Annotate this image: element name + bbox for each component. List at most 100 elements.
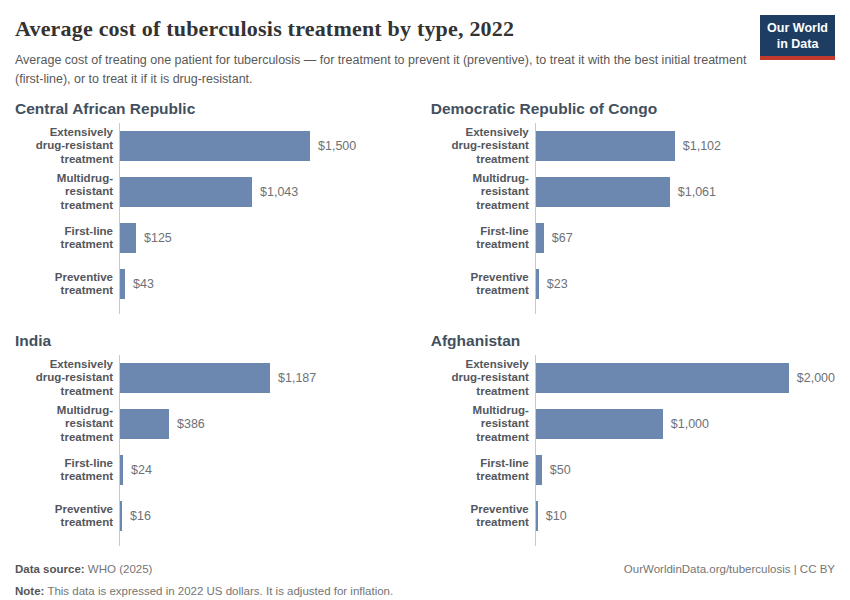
panel-title: Democratic Republic of Congo [431,100,835,118]
value-label: $10 [546,509,567,523]
bar-row: $1,102 [536,123,835,169]
value-label: $1,000 [671,417,709,431]
category-label-extensively-drug-resistant-treatment: Extensively drug-resistant treatment [431,123,535,169]
bar-extensively-drug-resistant-treatment [536,131,675,161]
category-labels-column: Extensively drug-resistant treatmentMult… [15,355,119,546]
category-labels-column: Extensively drug-resistant treatmentMult… [431,355,535,546]
chart-panel-democratic-republic-of-congo: Democratic Republic of Congo Extensively … [431,100,835,314]
category-label-preventive-treatment: Preventive treatment [431,261,535,307]
category-label-multidrug-resistant-treatment: Multidrug-resistant treatment [15,401,119,447]
bar-extensively-drug-resistant-treatment [536,363,789,393]
bar-row: $2,000 [536,355,835,401]
bar-row: $24 [120,447,417,493]
value-label: $50 [550,463,571,477]
value-label: $1,061 [678,185,716,199]
bar-row: $23 [536,261,835,307]
bar-row: $16 [120,493,417,539]
bar-multidrug-resistant-treatment [536,409,663,439]
attribution-link[interactable]: OurWorldinData.org/tuberculosis | CC BY [624,559,835,581]
category-label-first-line-treatment: First-line treatment [15,447,119,493]
bars-column: $2,000 $1,000 $50 $10 [535,355,835,546]
category-label-first-line-treatment: First-line treatment [431,447,535,493]
category-label-preventive-treatment: Preventive treatment [431,493,535,539]
bar-row: $386 [120,401,417,447]
chart-grid: Central African Republic Extensively drug… [15,100,835,546]
bar-row: $1,043 [120,169,417,215]
category-labels-column: Extensively drug-resistant treatmentMult… [431,123,535,314]
owid-logo-line2: in Data [767,37,828,53]
bar-multidrug-resistant-treatment [536,177,670,207]
category-label-extensively-drug-resistant-treatment: Extensively drug-resistant treatment [15,355,119,401]
bar-row: $1,000 [536,401,835,447]
footer-left: Data source: WHO (2025) Note: This data … [15,559,393,600]
panel-body: Extensively drug-resistant treatmentMult… [15,355,417,546]
value-label: $1,187 [278,371,316,385]
chart-header: Average cost of tuberculosis treatment b… [15,13,835,88]
chart-subtitle: Average cost of treating one patient for… [15,51,747,88]
panel-body: Extensively drug-resistant treatmentMult… [431,355,835,546]
bar-preventive-treatment [120,501,122,531]
bar-row: $1,500 [120,123,417,169]
bar-row: $10 [536,493,835,539]
value-label: $23 [547,277,568,291]
chart-panel-india: India Extensively drug-resistant treatmen… [15,332,417,546]
category-label-first-line-treatment: First-line treatment [431,215,535,261]
chart-panel-afghanistan: AfghanistanExtensively drug-resistant tr… [431,332,835,546]
category-labels-column: Extensively drug-resistant treatmentMult… [15,123,119,314]
panel-body: Extensively drug-resistant treatmentMult… [15,123,417,314]
chart-footer: Data source: WHO (2025) Note: This data … [15,559,835,600]
value-label: $67 [552,231,573,245]
value-label: $43 [133,277,154,291]
value-label: $16 [130,509,151,523]
data-source-label: Data source: [15,563,85,575]
data-source-value: WHO (2025) [85,563,153,575]
header-text: Average cost of tuberculosis treatment b… [15,13,747,88]
owid-logo: Our World in Data [760,15,835,60]
chart-panel-central-african-republic: Central African Republic Extensively drug… [15,100,417,314]
category-label-preventive-treatment: Preventive treatment [15,261,119,307]
value-label: $125 [144,231,172,245]
category-label-multidrug-resistant-treatment: Multidrug-resistant treatment [431,401,535,447]
note-line: Note: This data is expressed in 2022 US … [15,581,393,600]
category-label-first-line-treatment: First-line treatment [15,215,119,261]
category-label-preventive-treatment: Preventive treatment [15,493,119,539]
category-label-multidrug-resistant-treatment: Multidrug-resistant treatment [15,169,119,215]
owid-chart-page: Average cost of tuberculosis treatment b… [0,0,850,600]
data-source-line: Data source: WHO (2025) [15,559,393,581]
bar-multidrug-resistant-treatment [120,409,169,439]
bar-first-line-treatment [536,455,542,485]
category-label-extensively-drug-resistant-treatment: Extensively drug-resistant treatment [431,355,535,401]
note-value: This data is expressed in 2022 US dollar… [44,585,393,597]
value-label: $1,043 [260,185,298,199]
bar-first-line-treatment [120,223,136,253]
panel-title: India [15,332,417,350]
bar-row: $1,061 [536,169,835,215]
bar-preventive-treatment [536,501,538,531]
bar-row: $50 [536,447,835,493]
bar-first-line-treatment [120,455,123,485]
bar-extensively-drug-resistant-treatment [120,363,270,393]
category-label-extensively-drug-resistant-treatment: Extensively drug-resistant treatment [15,123,119,169]
note-label: Note: [15,585,44,597]
value-label: $24 [131,463,152,477]
value-label: $1,500 [318,139,356,153]
value-label: $2,000 [797,371,835,385]
panel-title: Central African Republic [15,100,417,118]
bar-row: $1,187 [120,355,417,401]
category-label-multidrug-resistant-treatment: Multidrug-resistant treatment [431,169,535,215]
bars-column: $1,102 $1,061 $67 $23 [535,123,835,314]
bar-multidrug-resistant-treatment [120,177,252,207]
bars-column: $1,500 $1,043 $125 $43 [119,123,417,314]
bar-preventive-treatment [536,269,539,299]
bar-row: $43 [120,261,417,307]
bar-preventive-treatment [120,269,125,299]
bars-column: $1,187 $386 $24 $16 [119,355,417,546]
bar-row: $67 [536,215,835,261]
owid-logo-line1: Our World [767,21,828,37]
bar-row: $125 [120,215,417,261]
value-label: $386 [177,417,205,431]
bar-extensively-drug-resistant-treatment [120,131,310,161]
bar-first-line-treatment [536,223,544,253]
value-label: $1,102 [683,139,721,153]
panel-body: Extensively drug-resistant treatmentMult… [431,123,835,314]
